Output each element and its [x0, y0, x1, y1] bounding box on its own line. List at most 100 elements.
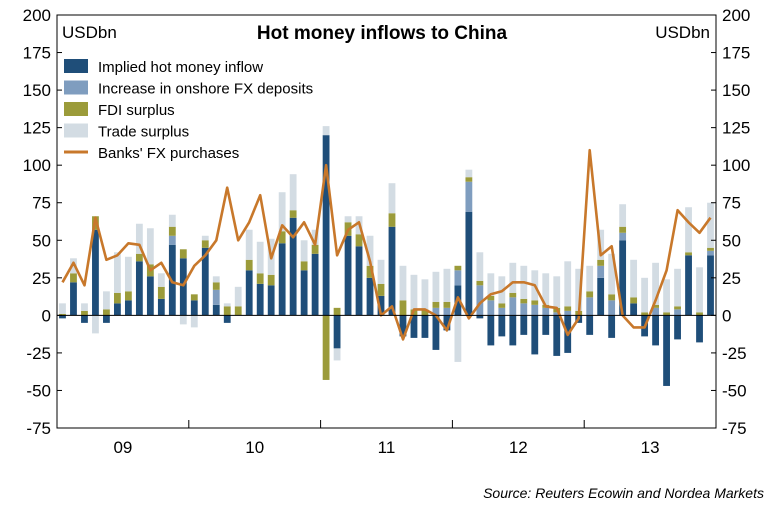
bar-segment [553, 276, 561, 308]
bar-segment [92, 315, 99, 334]
bar-segment [619, 226, 627, 233]
bar-segment [377, 295, 385, 316]
bar-segment [630, 259, 638, 298]
bar-segment [476, 252, 484, 281]
bar-segment [509, 292, 517, 298]
bar-segment [190, 315, 198, 328]
bar-segment [59, 315, 66, 319]
bar-segment [234, 306, 242, 316]
bar-segment [586, 297, 594, 316]
bar-segment [70, 282, 77, 316]
bar-segment [520, 298, 528, 304]
right-y-tick-label: 75 [722, 194, 741, 213]
bar-segment [531, 315, 539, 355]
bar-segment [289, 174, 297, 211]
bar-segment [696, 315, 703, 343]
bar-segment [619, 232, 627, 241]
legend-label: Trade surplus [98, 124, 189, 141]
bar-segment [586, 315, 594, 335]
bar-segment [487, 273, 495, 296]
plot-frame [56, 14, 717, 429]
bar-segment [103, 309, 110, 316]
bar-segment [278, 231, 286, 244]
bar-segment [586, 291, 594, 298]
bar-segment [652, 304, 659, 308]
bar-segment [564, 310, 572, 316]
bar-segment [135, 223, 143, 254]
left-y-tick-label: 75 [32, 194, 51, 213]
bar-segment [355, 246, 363, 316]
bar-segment [410, 315, 418, 338]
bar-segment [388, 183, 396, 214]
bar-segment [674, 268, 681, 307]
bar-segment [366, 277, 374, 316]
bar-segment [619, 204, 627, 227]
bar-segment [377, 259, 385, 284]
right-y-tick-label: 0 [722, 306, 731, 325]
right-y-tick-label: 200 [722, 6, 750, 25]
bar-segment [300, 240, 308, 262]
bar-segment [432, 307, 440, 316]
bar-segment [223, 306, 231, 316]
axes-group: -75 -75 -50 -50 -25 -25 0 0 25 25 50 50 75 75 100 100 12… [23, 6, 751, 457]
bar-segment [597, 277, 605, 316]
bar-segment [124, 300, 132, 316]
bar-segment [685, 252, 692, 256]
right-y-tick-label: 25 [722, 269, 741, 288]
bar-segment [410, 274, 418, 310]
bar-segment [421, 309, 429, 316]
right-y-tick-label: 175 [722, 44, 750, 63]
bar-segment [267, 274, 275, 286]
bar-segment [476, 315, 484, 319]
bar-segment [608, 300, 616, 316]
bar-segment [256, 283, 264, 316]
left-y-tick-label: 200 [23, 6, 51, 25]
bar-segment [674, 309, 681, 316]
bar-segment [696, 267, 703, 313]
bar-segment [498, 315, 506, 337]
bar-segment [201, 247, 209, 316]
bar-segment [245, 270, 253, 316]
left-y-tick-label: -50 [26, 381, 51, 400]
right-y-tick-label: 125 [722, 119, 750, 138]
bar-segment [432, 315, 440, 350]
bar-segment [597, 265, 605, 278]
bar-segment [92, 229, 99, 316]
bar-segment [344, 235, 352, 316]
line-group [61, 148, 712, 341]
bar-segment [476, 285, 484, 316]
bar-segment [256, 241, 264, 274]
bar-segment [685, 255, 692, 316]
bar-segment [685, 207, 692, 253]
bar-segment [432, 301, 440, 308]
bar-segment [157, 286, 165, 299]
bar-segment [322, 315, 330, 380]
bar-segment [674, 315, 681, 340]
bar-segment [59, 313, 66, 316]
bar-segment [146, 228, 154, 265]
bar-segment [289, 210, 297, 218]
bar-segment [575, 268, 583, 311]
bar-segment [124, 291, 132, 301]
bar-segment [509, 262, 517, 293]
bar-segment [652, 262, 659, 305]
bar-segment [399, 265, 407, 301]
legend-swatch [64, 102, 88, 116]
legend-swatch [64, 123, 88, 138]
legend-label: Implied hot money inflow [98, 59, 263, 76]
bar-segment [498, 303, 506, 308]
right-y-tick-label: -25 [722, 344, 747, 363]
bar-segment [421, 315, 429, 338]
bar-segment [223, 303, 231, 307]
bar-segment [212, 276, 220, 283]
legend-label: Banks' FX purchases [98, 145, 239, 162]
bar-segment [311, 253, 319, 316]
bar-segment [542, 307, 550, 316]
bar-segment [663, 279, 670, 313]
bar-segment [399, 315, 407, 337]
bar-segment [179, 315, 187, 325]
bar-segment [333, 315, 341, 349]
left-y-tick-label: 175 [23, 44, 51, 63]
left-y-tick-label: 125 [23, 119, 51, 138]
bar-segment [59, 303, 66, 314]
